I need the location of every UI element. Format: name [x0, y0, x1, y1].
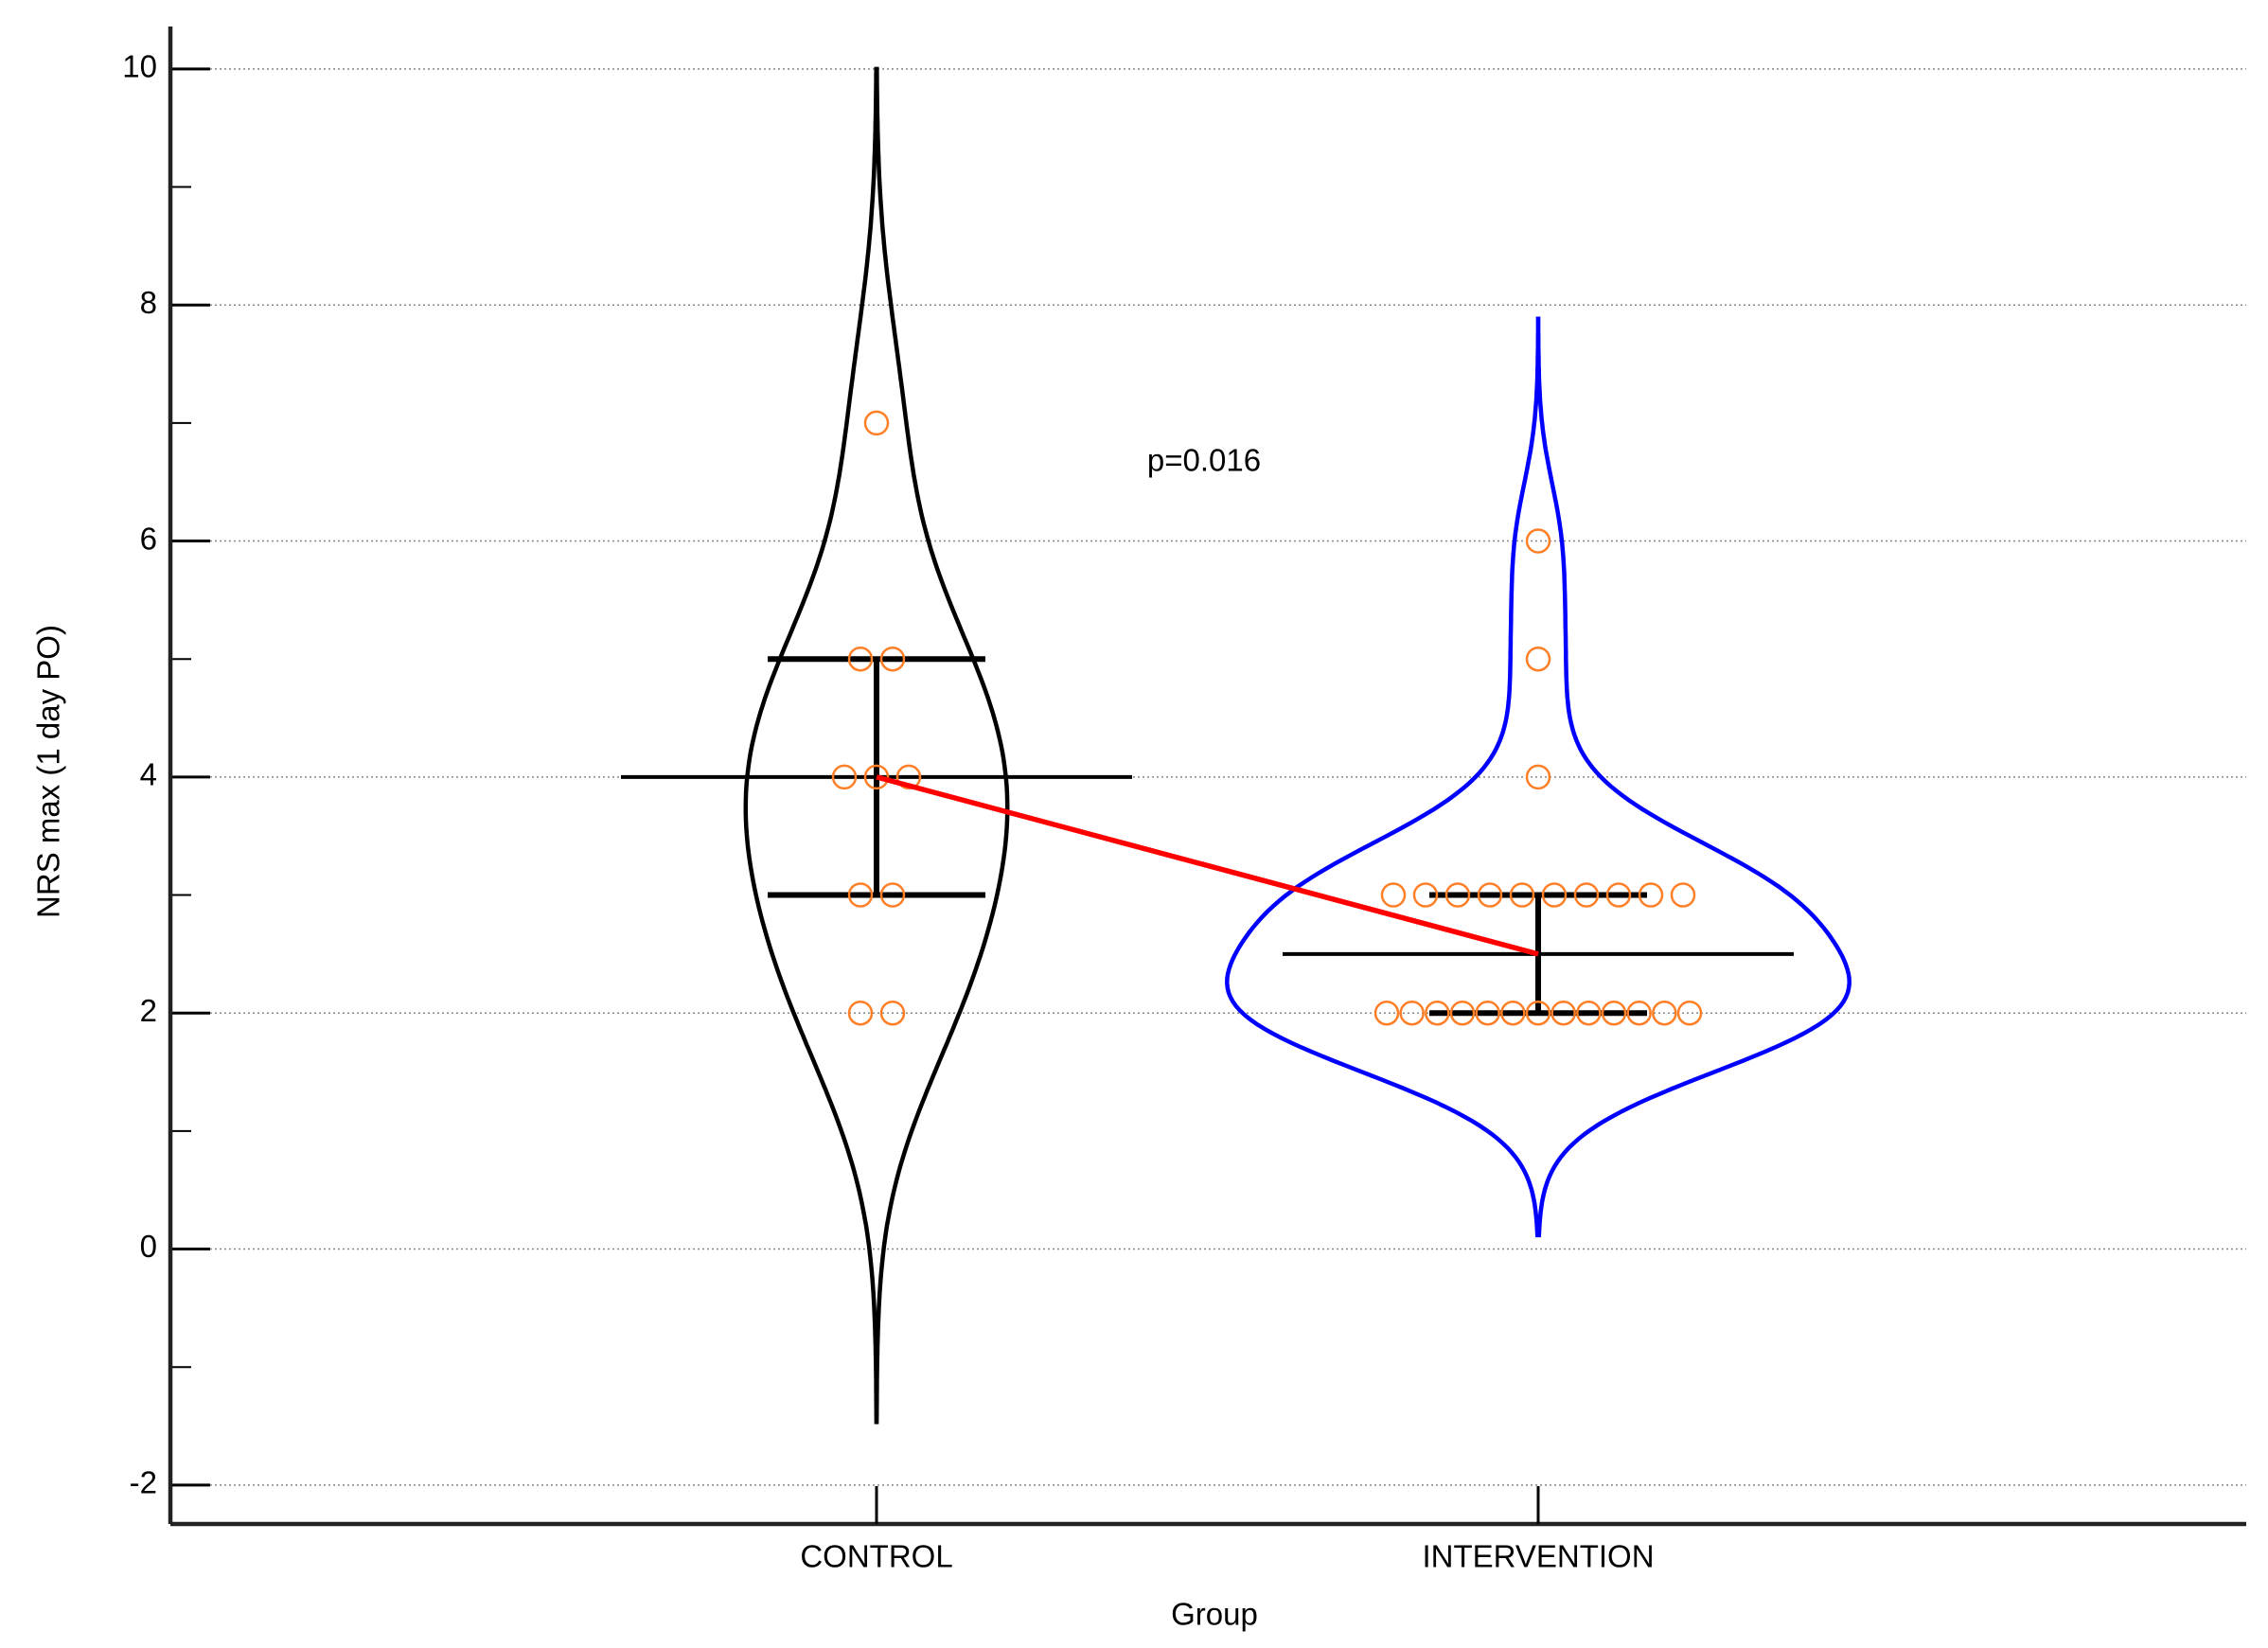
- data-point: [1605, 882, 1632, 908]
- data-point: [831, 764, 858, 790]
- data-point: [863, 764, 890, 790]
- data-point: [895, 764, 922, 790]
- x-tick-label: CONTROL: [800, 1539, 952, 1574]
- y-tick-label: 6: [140, 521, 157, 556]
- data-point: [1444, 882, 1471, 908]
- data-point: [1525, 646, 1551, 672]
- y-tick-label: -2: [130, 1465, 157, 1500]
- data-point: [1601, 1000, 1627, 1026]
- data-point: [1477, 882, 1503, 908]
- data-point: [1475, 1000, 1500, 1026]
- data-point: [1676, 1000, 1703, 1026]
- data-point: [1500, 1000, 1526, 1026]
- y-tick-label: 10: [122, 49, 157, 84]
- data-point: [1626, 1000, 1652, 1026]
- data-point: [1525, 528, 1551, 554]
- data-point: [1412, 882, 1439, 908]
- data-point: [1509, 882, 1535, 908]
- data-point: [1652, 1000, 1677, 1026]
- median-connector: [876, 774, 1539, 957]
- data-point: [847, 1000, 874, 1026]
- data-point: [879, 882, 906, 908]
- data-point: [1638, 882, 1664, 908]
- y-tick-label: 0: [140, 1229, 157, 1264]
- annotation: p=0.016: [1147, 443, 1261, 478]
- data-point: [1550, 1000, 1576, 1026]
- violin: [1225, 316, 1852, 1238]
- data-point: [879, 1000, 906, 1026]
- data-point: [1380, 882, 1407, 908]
- data-point: [1541, 882, 1568, 908]
- y-axis-label: NRS max (1 day PO): [31, 625, 66, 918]
- data-point: [847, 882, 874, 908]
- x-tick-label: INTERVENTION: [1422, 1539, 1654, 1574]
- data-point: [1573, 882, 1600, 908]
- violin: [743, 66, 1010, 1425]
- data-point: [1425, 1000, 1450, 1026]
- data-point: [863, 410, 890, 436]
- data-point: [847, 646, 874, 672]
- y-tick-label: 2: [140, 993, 157, 1028]
- data-point: [1525, 764, 1551, 790]
- y-tick-label: 8: [140, 285, 157, 320]
- data-point: [1525, 1000, 1551, 1026]
- data-point: [1373, 1000, 1400, 1026]
- x-axis-label: Group: [1171, 1597, 1258, 1632]
- data-point: [1449, 1000, 1476, 1026]
- y-tick-label: 4: [140, 757, 157, 792]
- data-point: [879, 646, 906, 672]
- data-point: [1399, 1000, 1425, 1026]
- data-point: [1670, 882, 1696, 908]
- data-point: [1576, 1000, 1602, 1026]
